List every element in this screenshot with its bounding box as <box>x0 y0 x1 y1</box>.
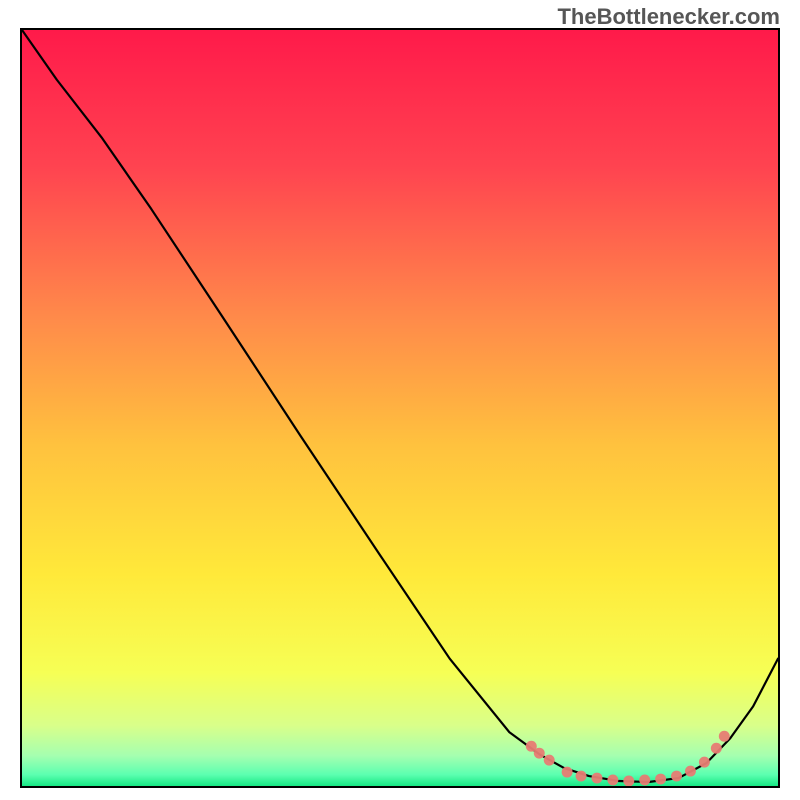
dotted-marker <box>671 771 682 782</box>
dotted-marker <box>639 775 650 786</box>
dotted-marker <box>655 774 666 785</box>
dotted-marker <box>699 757 710 768</box>
dotted-marker <box>719 731 730 742</box>
dotted-marker <box>607 775 618 786</box>
dotted-marker <box>576 771 587 782</box>
chart-container: TheBottlenecker.com <box>0 0 800 800</box>
dotted-marker <box>544 755 555 766</box>
plot-area <box>20 28 780 788</box>
dotted-marker <box>591 773 602 784</box>
dotted-marker <box>711 743 722 754</box>
main-curve-line <box>22 30 778 782</box>
dotted-marker <box>534 748 545 759</box>
watermark-text: TheBottlenecker.com <box>557 4 780 30</box>
dotted-marker <box>623 776 634 786</box>
dotted-band-group <box>526 731 730 786</box>
dotted-marker <box>562 767 573 778</box>
dotted-marker <box>685 766 696 777</box>
curve-svg <box>22 30 778 786</box>
